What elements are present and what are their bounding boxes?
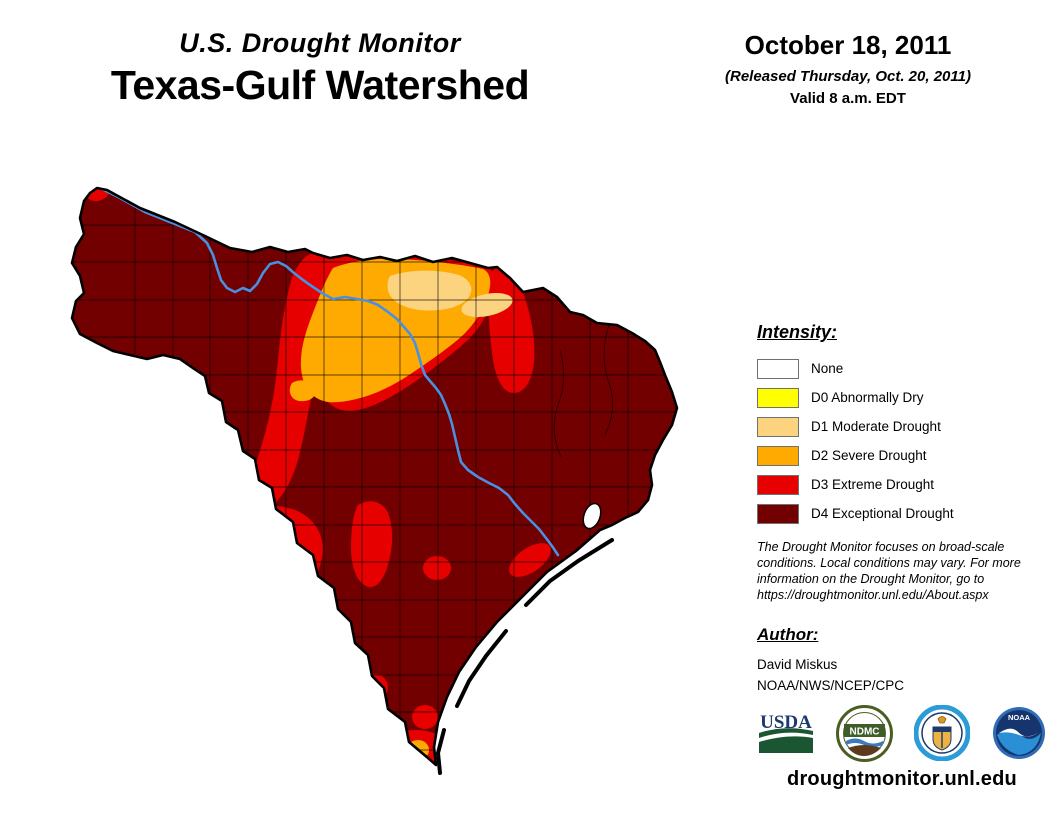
watershed-outline: [70, 186, 679, 767]
legend-swatch-d1: [757, 416, 799, 437]
disclaimer-text: The Drought Monitor focuses on broad-sca…: [757, 540, 1021, 602]
svg-text:NOAA: NOAA: [1008, 713, 1031, 722]
map-date: October 18, 2011: [744, 30, 952, 60]
page-title: Texas-Gulf Watershed: [110, 62, 530, 108]
ndmc-logo: NDMC: [836, 704, 893, 762]
drought-map: [70, 186, 679, 775]
date-block: October 18, 2011 (Released Thursday, Oct…: [700, 30, 996, 107]
report-kicker: U.S. Drought Monitor: [179, 28, 461, 58]
legend-row: D2 Severe Drought: [757, 441, 1047, 470]
author-org: NOAA/NWS/NCEP/CPC: [757, 678, 905, 693]
valid-note: Valid 8 a.m. EDT: [790, 90, 906, 107]
released-note: (Released Thursday, Oct. 20, 2011): [725, 68, 971, 85]
legend-row: D3 Extreme Drought: [757, 470, 1047, 499]
legend-swatch-none: [757, 358, 799, 379]
legend-heading: Intensity:: [757, 322, 838, 342]
d1-moderate-areas: [387, 270, 513, 318]
barrier-islands: [435, 538, 614, 775]
legend-row: D1 Moderate Drought: [757, 412, 1047, 441]
legend-label: D4 Exceptional Drought: [811, 506, 954, 521]
legend-row: D0 Abnormally Dry: [757, 383, 1047, 412]
legend-swatch-d0: [757, 387, 799, 408]
legend-row: D4 Exceptional Drought: [757, 499, 1047, 528]
legend-label: None: [811, 361, 844, 376]
svg-text:USDA: USDA: [760, 712, 812, 733]
legend-label: D1 Moderate Drought: [811, 419, 941, 434]
legend-row: None: [757, 354, 1047, 383]
legend-label: D0 Abnormally Dry: [811, 390, 924, 405]
author-block: Author: David Miskus NOAA/NWS/NCEP/CPC: [757, 625, 904, 693]
legend-swatch-d3: [757, 474, 799, 495]
usda-logo: USDA: [759, 712, 813, 753]
site-url: droughtmonitor.unl.edu: [787, 768, 1017, 790]
author-heading: Author:: [757, 625, 819, 644]
legend-label: D3 Extreme Drought: [811, 477, 935, 492]
author-name: David Miskus: [757, 657, 838, 672]
legend-swatch-d2: [757, 445, 799, 466]
galveston-bay: [582, 502, 602, 530]
svg-text:NDMC: NDMC: [850, 726, 880, 737]
doc-seal-logo: [914, 705, 970, 761]
legend-swatch-d4: [757, 503, 799, 524]
intensity-legend: Intensity: None D0 Abnormally Dry D1 Mod…: [757, 322, 1047, 528]
agency-logos: USDA NDMC NOAA: [757, 703, 1047, 763]
river-path: [98, 188, 560, 557]
legend-label: D2 Severe Drought: [811, 448, 927, 463]
noaa-logo: NOAA: [993, 707, 1045, 759]
